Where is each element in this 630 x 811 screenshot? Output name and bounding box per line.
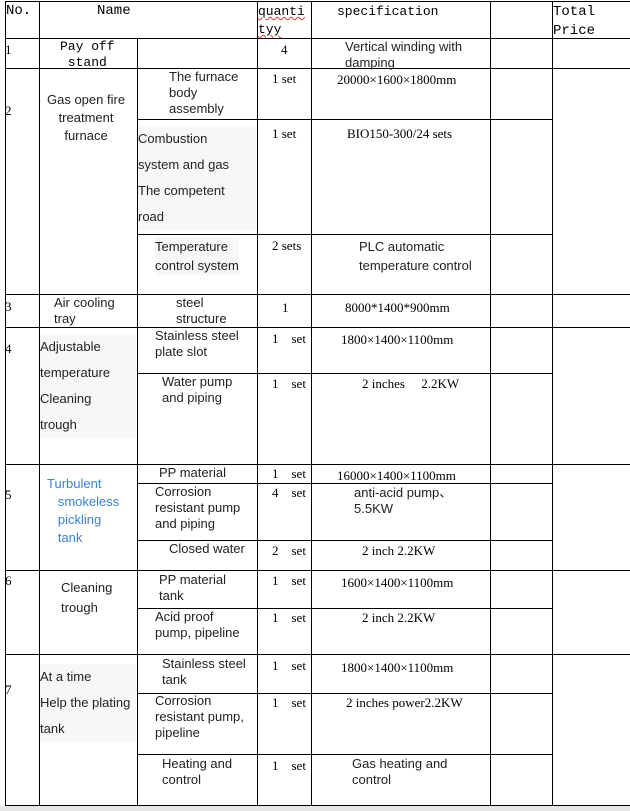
header-no: No. [6,3,32,19]
item-part: Water pump and piping [162,374,233,405]
subrow-divider [137,119,553,120]
col-divider [257,1,258,806]
item-part: PP material [159,465,226,480]
col-divider [490,1,491,806]
item-qty: 4 set [272,485,306,500]
item-name: At a time Help the plating tank [40,664,136,742]
item-name: Pay off stand [60,39,115,70]
col-divider [5,1,6,806]
item-name: Turbulent smokeless pickling tank [47,476,120,545]
item-qty: 1 set [272,71,297,86]
item-spec: 16000×1400×1100mm [337,468,456,483]
item-spec: 1800×1400×1100mm [341,332,454,347]
row-divider [5,327,630,328]
col-divider [39,1,40,806]
item-spec: BIO150-300/24 sets [347,126,453,141]
item-qty: 1 set [272,658,306,673]
row-number: 2 [5,103,12,118]
item-qty: 1 set [272,695,306,710]
item-part: Temperature control system [155,237,239,275]
header-name: Name [97,3,131,19]
item-qty: 1 set [272,466,306,481]
row-divider [5,654,630,655]
item-qty: 1 set [272,573,306,588]
item-qty: 2 sets [272,238,302,253]
subrow-divider [137,234,553,235]
item-spec: anti-acid pump、 5.5KW [354,485,453,516]
item-spec: PLC automatic temperature control [359,239,472,273]
row-number: 4 [5,341,12,356]
item-part: Stainless steel plate slot [155,328,239,359]
subrow-divider [137,608,553,609]
item-spec: 2 inch 2.2KW [362,543,436,558]
item-part: Corrosion resistant pump and piping [155,484,241,531]
row-number: 6 [5,573,12,588]
item-spec: 2 inches power2.2KW [346,695,463,710]
horizontal-scrollbar[interactable] [0,806,630,811]
row-number: 1 [5,42,12,57]
item-spec: Gas heating and control [352,756,448,787]
table-border [5,805,630,806]
subrow-divider [137,483,553,484]
item-part: Combustion system and gas The competent … [138,126,257,230]
item-part: Closed water [169,541,245,556]
row-divider [5,464,630,465]
item-spec: 1600×1400×1100mm [341,575,454,590]
header-specification: specification [337,4,439,19]
item-qty: 1 set [272,376,306,391]
item-qty: 1 set [272,610,306,625]
item-qty: 1 set [272,758,306,773]
header-total-price: Total Price [553,4,596,39]
col-divider [311,1,312,806]
item-name: Cleaning trough [61,580,113,615]
row-number: 7 [5,682,12,697]
item-name: Air cooling tray [54,295,115,326]
item-spec: 2 inch 2.2KW [362,610,436,625]
row-divider [5,68,630,69]
subrow-divider [137,540,553,541]
row-divider [5,38,630,39]
item-name: Adjustable temperature Cleaning trough [40,334,136,438]
item-spec: Vertical winding with damping [345,39,463,70]
item-part: The furnace body assembly [169,69,239,116]
item-spec: 20000×1600×1800mm [337,72,457,87]
item-qty: 1 set [272,331,306,346]
subrow-divider [137,754,553,755]
subrow-divider [137,373,553,374]
table-border [5,1,630,2]
row-number: 3 [5,299,12,314]
item-part: PP material tank [159,572,226,603]
item-part: steel structure [176,295,227,326]
row-divider [5,294,630,295]
header-quantity-line1: quanti [258,4,305,19]
item-spec: 2 inches 2.2KW [362,376,460,391]
item-qty: 4 [281,42,288,57]
header-quantity-line2: tyy [258,22,282,37]
item-part: Acid proof pump, pipeline [155,609,240,640]
item-spec: 8000*1400*900mm [345,300,450,315]
subrow-divider [137,693,553,694]
item-qty: 1 [282,300,289,315]
item-qty: 1 set [272,126,297,141]
item-spec: 1800×1400×1100mm [341,660,454,675]
row-divider [5,570,630,571]
item-name: Gas open fire treatment furnace [47,92,126,143]
item-part: Stainless steel tank [162,656,246,687]
item-part: Heating and control [162,756,233,787]
col-divider [552,1,553,806]
item-part: Corrosion resistant pump, pipeline [155,693,244,740]
row-number: 5 [5,487,12,502]
item-qty: 2 set [272,543,306,558]
col-divider [137,38,138,806]
